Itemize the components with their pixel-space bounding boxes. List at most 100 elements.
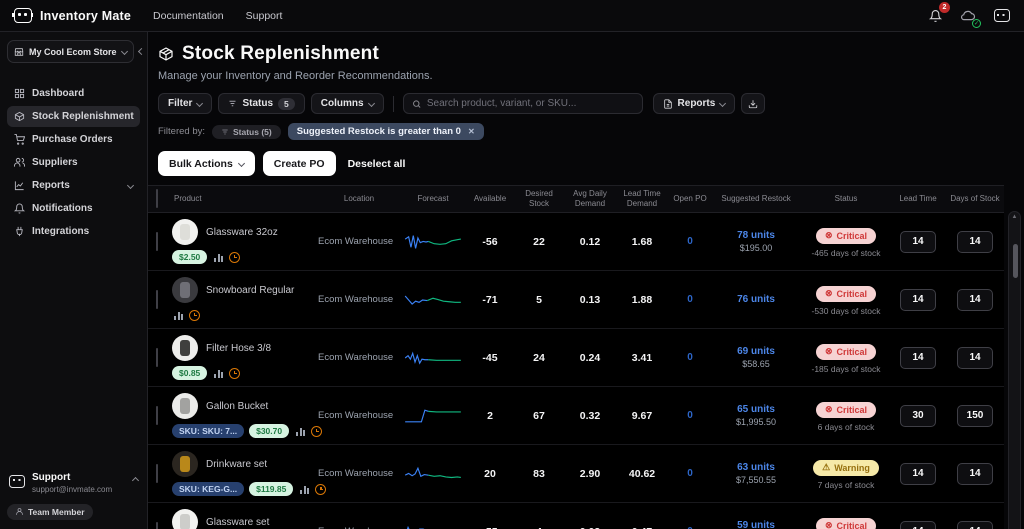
restock-units-link[interactable]: 78 units (712, 230, 800, 241)
history-bars-icon[interactable] (300, 485, 309, 494)
days-of-stock-input[interactable] (957, 289, 993, 311)
table-toolbar: Filter Status 5 Columns Reports (158, 93, 1014, 114)
chevron-down-icon (719, 100, 726, 107)
row-checkbox[interactable] (156, 290, 158, 309)
history-bars-icon[interactable] (214, 253, 223, 262)
sync-status-icon[interactable]: ✓ (960, 7, 977, 24)
scrollbar-thumb[interactable] (1013, 244, 1018, 278)
scroll-up-icon[interactable]: ▲ (1012, 214, 1018, 220)
notifications-bell-icon[interactable]: 2 (927, 7, 944, 24)
days-of-stock-input[interactable] (957, 231, 993, 253)
status-filter-button[interactable]: Status 5 (218, 93, 304, 114)
days-of-stock-input[interactable] (957, 405, 993, 427)
product-name[interactable]: Filter Hose 3/8 (206, 343, 271, 354)
history-bars-icon[interactable] (214, 369, 223, 378)
location-cell: Ecom Warehouse (318, 352, 400, 363)
days-of-stock-note: 6 days of stock (800, 422, 892, 432)
sidebar-item-stock-replenishment[interactable]: Stock Replenishment (7, 106, 140, 127)
lead-time-input[interactable] (900, 521, 936, 529)
remove-filter-icon[interactable]: ✕ (468, 127, 475, 136)
product-name[interactable]: Gallon Bucket (206, 401, 268, 412)
lead-time-input[interactable] (900, 463, 936, 485)
product-image (172, 277, 198, 303)
row-checkbox[interactable] (156, 406, 158, 425)
store-selector[interactable]: My Cool Ecom Store (7, 40, 134, 63)
table-row: Snowboard Regular Ecom Warehouse -71 5 0… (148, 271, 1004, 329)
deselect-all-button[interactable]: Deselect all (348, 158, 406, 170)
clock-icon[interactable] (315, 484, 326, 495)
open-po-link[interactable]: 0 (668, 294, 712, 305)
product-image (172, 335, 198, 361)
sku-badge: SKU: SKU: 7... (172, 424, 244, 438)
sidebar-item-dashboard[interactable]: Dashboard (7, 83, 140, 104)
open-po-link[interactable]: 0 (668, 352, 712, 363)
grid-icon (14, 88, 25, 99)
status-cell: ⊗Critical -1645 days of stock (800, 515, 892, 529)
price-badge: $0.85 (172, 366, 207, 380)
history-bars-icon[interactable] (296, 427, 305, 436)
plug-icon (14, 226, 25, 237)
support-account[interactable]: Support support@invmate.com (7, 470, 140, 496)
open-po-link[interactable]: 0 (668, 410, 712, 421)
support-email: support@invmate.com (32, 485, 112, 494)
lead-time-input[interactable] (900, 289, 936, 311)
sidebar-item-reports[interactable]: Reports (7, 175, 140, 196)
row-checkbox[interactable] (156, 232, 158, 251)
status-pill: ⊗Critical (816, 286, 876, 302)
product-name[interactable]: Glassware set (206, 517, 269, 528)
days-of-stock-input[interactable] (957, 347, 993, 369)
bulk-actions-button[interactable]: Bulk Actions (158, 151, 255, 176)
download-button[interactable] (741, 93, 765, 114)
product-name[interactable]: Glassware 32oz (206, 227, 278, 238)
clock-icon[interactable] (311, 426, 322, 437)
clock-icon[interactable] (229, 368, 240, 379)
row-checkbox[interactable] (156, 522, 158, 529)
filter-dropdown[interactable]: Filter (158, 93, 212, 114)
search-input[interactable] (427, 98, 634, 109)
search-box[interactable] (403, 93, 643, 114)
sidebar-item-notifications[interactable]: Notifications (7, 198, 140, 219)
sidebar-item-suppliers[interactable]: Suppliers (7, 152, 140, 173)
row-checkbox[interactable] (156, 464, 158, 483)
lead-time-input[interactable] (900, 347, 936, 369)
row-checkbox[interactable] (156, 348, 158, 367)
brand[interactable]: Inventory Mate (14, 8, 131, 23)
table-scrollbar[interactable]: ▲ ▼ (1008, 211, 1021, 529)
clock-icon[interactable] (229, 252, 240, 263)
assistant-bot-icon[interactable] (993, 7, 1010, 24)
select-all-checkbox[interactable] (156, 189, 158, 208)
days-of-stock-input[interactable] (957, 463, 993, 485)
days-of-stock-input[interactable] (957, 521, 993, 529)
product-name[interactable]: Drinkware set (206, 459, 267, 470)
open-po-link[interactable]: 0 (668, 468, 712, 479)
nav-support[interactable]: Support (246, 10, 283, 22)
restock-units-link[interactable]: 65 units (712, 404, 800, 415)
history-bars-icon[interactable] (174, 311, 183, 320)
restock-units-link[interactable]: 59 units (712, 520, 800, 529)
product-name[interactable]: Snowboard Regular (206, 285, 294, 296)
restock-units-link[interactable]: 63 units (712, 462, 800, 473)
main-content: Stock Replenishment Manage your Inventor… (148, 32, 1024, 529)
restock-value: $7,550.55 (712, 475, 800, 485)
status-icon: ⊗ (825, 288, 833, 299)
restock-units-link[interactable]: 69 units (712, 346, 800, 357)
sku-badge: SKU: KEG-G... (172, 482, 244, 496)
table-body: Glassware 32oz $2.50 Ecom Warehouse -56 … (148, 213, 1004, 529)
restock-units-link[interactable]: 76 units (712, 294, 800, 305)
nav-documentation[interactable]: Documentation (153, 10, 224, 22)
clock-icon[interactable] (189, 310, 200, 321)
create-po-button[interactable]: Create PO (263, 151, 336, 176)
sidebar-item-purchase-orders[interactable]: Purchase Orders (7, 129, 140, 150)
lead-time-input[interactable] (900, 405, 936, 427)
lead-time-input[interactable] (900, 231, 936, 253)
status-filter-chip[interactable]: Status (5) (212, 125, 281, 139)
columns-dropdown[interactable]: Columns (311, 93, 384, 114)
open-po-link[interactable]: 0 (668, 236, 712, 247)
desired-stock-cell: 24 (514, 352, 564, 364)
sidebar-item-integrations[interactable]: Integrations (7, 221, 140, 242)
reports-dropdown[interactable]: Reports (653, 93, 736, 114)
brand-name: Inventory Mate (40, 9, 131, 23)
price-badge: $2.50 (172, 250, 207, 264)
sidebar-collapse-button[interactable] (139, 42, 144, 62)
restock-filter-chip[interactable]: Suggested Restock is greater than 0 ✕ (288, 123, 484, 140)
